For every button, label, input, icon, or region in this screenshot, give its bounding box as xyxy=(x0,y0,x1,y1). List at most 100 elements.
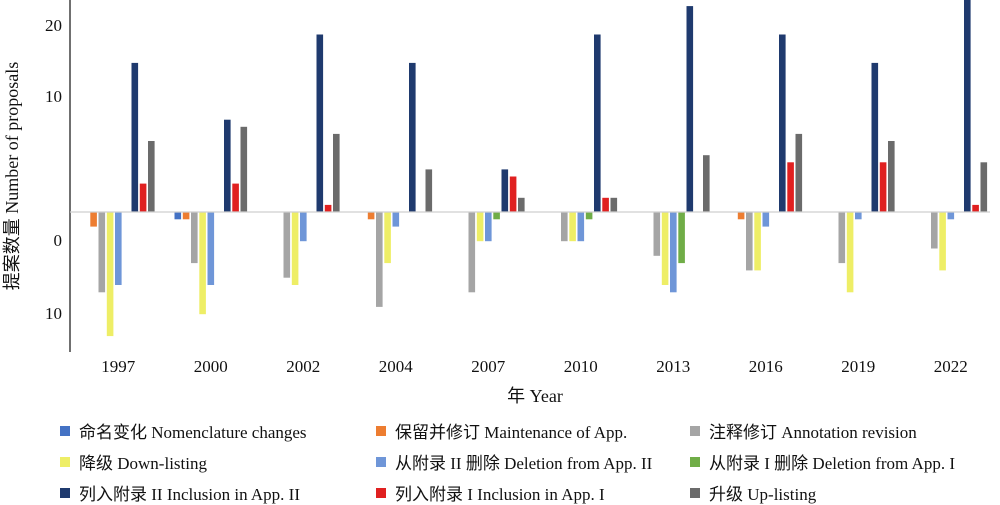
legend-swatch xyxy=(690,456,700,467)
bar-chart: 102030010 199720002002200420072010201320… xyxy=(2,0,990,406)
bar-2004-series-2 xyxy=(376,212,383,307)
bar-2000-series-3 xyxy=(199,212,206,315)
legend-item: 列入附录 I Inclusion in App. I xyxy=(376,480,605,505)
bar-2022-series-7 xyxy=(972,204,979,212)
bar-2016-series-3 xyxy=(754,212,761,271)
y-tick-label: 10 xyxy=(45,87,62,106)
bar-2000-series-8 xyxy=(240,126,248,212)
y-tick-label: 0 xyxy=(54,231,63,250)
legend-item: 列入附录 II Inclusion in App. II xyxy=(60,480,300,505)
y-tick-label: 10 xyxy=(45,304,62,323)
bar-2002-series-3 xyxy=(291,212,299,285)
bar-1997-series-4 xyxy=(115,212,122,285)
bar-2002-series-2 xyxy=(283,212,291,278)
legend-label: 保留并修订 Maintenance of App. xyxy=(395,423,628,442)
x-tick-label: 2022 xyxy=(934,357,968,376)
bar-2004-series-3 xyxy=(384,212,391,264)
bar-2002-series-4 xyxy=(300,212,307,242)
bar-2019-series-3 xyxy=(846,212,854,293)
x-axis-title: 年 Year xyxy=(507,386,563,406)
legend-item: 命名变化 Nomenclature changes xyxy=(60,418,307,443)
bar-2002-series-6 xyxy=(316,34,324,212)
y-tick-label: 20 xyxy=(45,16,62,35)
bar-2010-series-6 xyxy=(594,34,601,212)
bar-2022-series-4 xyxy=(947,212,955,220)
legend-swatch xyxy=(60,425,70,436)
bar-2007-series-2 xyxy=(468,212,476,293)
legend-swatch xyxy=(690,487,700,498)
x-axis-ticks: 1997 2000 2002 2004 2007 2010 2013 2016 2019 2022 xyxy=(101,357,968,376)
legend-item: 从附录 II 删除 Deletion from App. II xyxy=(376,449,652,474)
x-tick-label: 2019 xyxy=(841,357,875,376)
bar-2004-series-8 xyxy=(425,169,433,212)
legend-item: 升级 Up-listing xyxy=(690,480,816,505)
bar-1997-series-2 xyxy=(98,212,106,293)
bar-2013-series-2 xyxy=(653,212,661,256)
bar-1997-series-6 xyxy=(131,62,139,213)
legend-item: 保留并修订 Maintenance of App. xyxy=(376,418,627,443)
bar-2013-series-8 xyxy=(703,155,710,212)
bar-2013-series-3 xyxy=(661,212,669,285)
bar-2022-series-2 xyxy=(931,212,938,249)
legend-label: 从附录 I 删除 Deletion from App. I xyxy=(709,454,955,473)
legend-label: 命名变化 Nomenclature changes xyxy=(79,423,307,442)
bar-2007-series-3 xyxy=(476,212,484,242)
bar-2010-series-7 xyxy=(602,197,609,212)
x-tick-label: 2000 xyxy=(194,357,228,376)
bar-2010-series-5 xyxy=(585,212,593,220)
bar-1997-series-7 xyxy=(139,183,147,212)
x-tick-label: 1997 xyxy=(101,357,136,376)
bar-marks xyxy=(90,0,988,337)
bar-2000-series-1 xyxy=(182,212,190,220)
bar-2022-series-8 xyxy=(980,162,988,212)
bar-2000-series-2 xyxy=(191,212,198,264)
bar-2016-series-8 xyxy=(795,133,803,212)
bar-2022-series-3 xyxy=(939,212,946,271)
bar-2013-series-6 xyxy=(686,6,694,212)
y-axis-ticks: 102030010 xyxy=(45,16,63,323)
bar-2010-series-3 xyxy=(569,212,576,242)
bar-2007-series-5 xyxy=(493,212,500,220)
bar-2007-series-7 xyxy=(509,176,517,212)
bar-2000-series-7 xyxy=(232,183,239,212)
bar-2019-series-2 xyxy=(838,212,846,264)
bar-2013-series-4 xyxy=(670,212,677,293)
x-tick-label: 2004 xyxy=(379,357,414,376)
bar-2016-series-7 xyxy=(787,162,794,212)
bar-2002-series-7 xyxy=(324,204,332,212)
bar-2016-series-6 xyxy=(779,34,786,212)
legend-swatch xyxy=(376,456,386,467)
x-tick-label: 2010 xyxy=(564,357,598,376)
bar-1997-series-3 xyxy=(106,212,114,337)
legend-item: 注释修订 Annotation revision xyxy=(690,418,917,443)
bar-1997-series-8 xyxy=(148,141,155,212)
bar-2016-series-2 xyxy=(746,212,753,271)
bar-2019-series-8 xyxy=(888,141,895,212)
bar-2007-series-6 xyxy=(501,169,509,212)
legend-swatch xyxy=(690,425,700,436)
bar-2013-series-5 xyxy=(678,212,685,264)
bar-2000-series-0 xyxy=(174,212,182,220)
x-tick-label: 2016 xyxy=(749,357,783,376)
bar-2019-series-4 xyxy=(855,212,862,220)
bar-2000-series-6 xyxy=(224,119,231,212)
legend-item: 从附录 I 删除 Deletion from App. I xyxy=(690,449,955,474)
bar-2004-series-1 xyxy=(367,212,375,220)
legend-swatch xyxy=(60,487,70,498)
bar-2022-series-6 xyxy=(964,0,971,212)
bar-2016-series-1 xyxy=(737,212,745,220)
x-tick-label: 2013 xyxy=(656,357,690,376)
bar-2010-series-4 xyxy=(577,212,585,242)
bar-1997-series-1 xyxy=(90,212,97,227)
bar-2007-series-8 xyxy=(518,197,525,212)
legend-label: 列入附录 II Inclusion in App. II xyxy=(79,485,300,504)
bar-2016-series-4 xyxy=(762,212,770,227)
bar-2002-series-8 xyxy=(333,133,340,212)
legend-swatch xyxy=(60,456,70,467)
bar-2010-series-2 xyxy=(561,212,568,242)
legend-label: 从附录 II 删除 Deletion from App. II xyxy=(395,454,653,473)
legend-swatch xyxy=(376,425,386,436)
y-axis-title: 提案数量 Number of proposals xyxy=(2,62,22,290)
bar-2004-series-6 xyxy=(409,62,416,213)
bar-2019-series-6 xyxy=(871,62,879,213)
